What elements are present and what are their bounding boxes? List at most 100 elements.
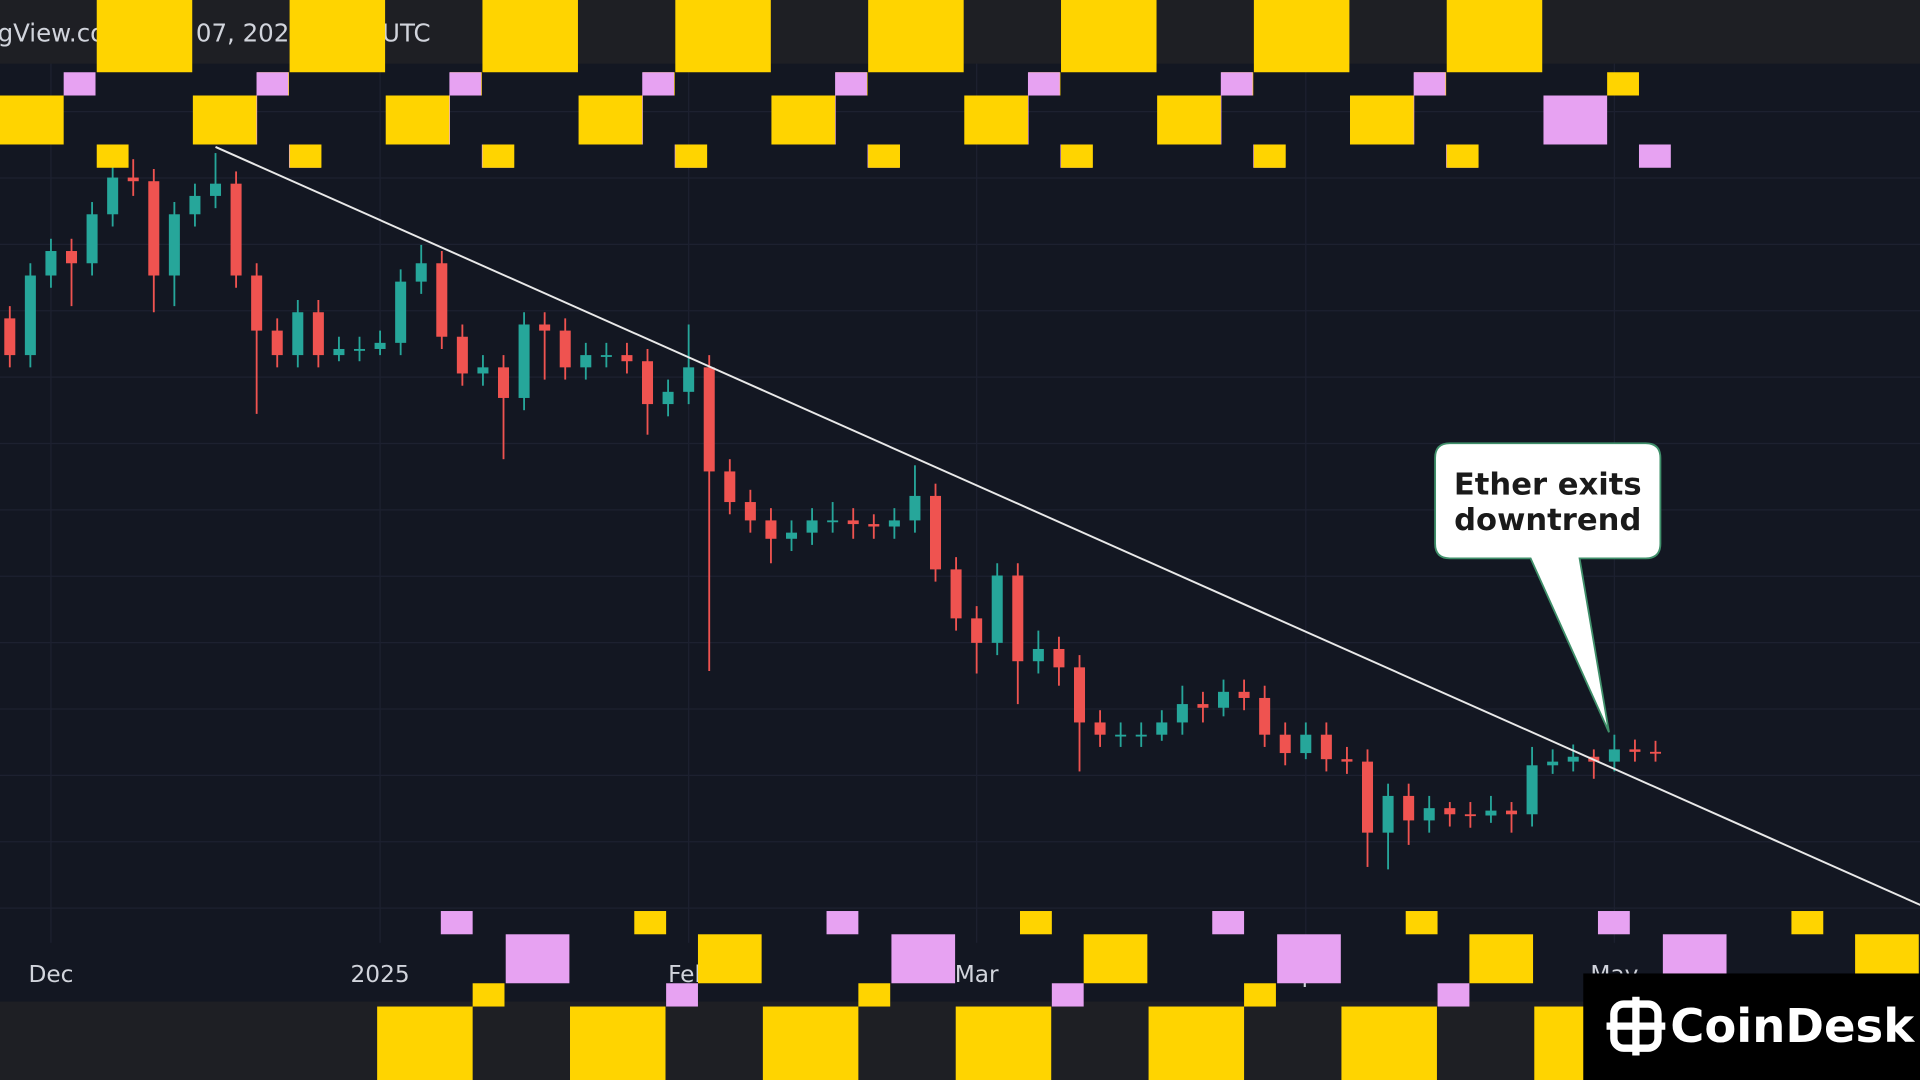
deco-block [1607,72,1639,96]
deco-block [0,95,64,145]
candle-body [1341,759,1353,762]
candle-body [1547,761,1559,766]
deco-block [1446,0,1543,73]
candle-body [292,312,304,356]
deco-block [1220,72,1253,96]
annotation: Ether exits downtrend [1434,442,1662,733]
deco-block [482,144,515,168]
candle-body [518,324,530,398]
callout-text: Ether exits downtrend [1453,465,1642,537]
candle-body [333,348,345,356]
candle-body [930,495,942,570]
deco-block [634,911,667,935]
candle-body [230,183,242,276]
candle-body [1053,648,1065,668]
deco-block [1638,144,1671,168]
deco-block [675,144,708,168]
candle-body [909,495,921,521]
candle-body [1403,795,1415,821]
x-tick-label: Dec [28,961,73,988]
deco-block [63,72,96,96]
candle-body [1382,795,1394,833]
deco-block [964,95,1028,145]
deco-block [1253,144,1286,168]
deco-block [192,95,257,145]
candle-body [1444,808,1456,815]
deco-block [1212,911,1245,935]
deco-block [1277,934,1341,984]
deco-block [666,983,698,1007]
candle-body [703,367,715,472]
candle-body [991,575,1003,643]
candle-body [436,263,448,337]
deco-block [377,1006,473,1080]
deco-block [256,72,289,96]
deco-block [570,1006,666,1080]
candle-body [662,391,674,405]
candle-body [1567,756,1579,762]
candle-body [1650,751,1662,754]
candle-body [786,532,798,539]
candle-body [415,263,427,282]
candle-body [251,275,263,331]
deco-block [1437,983,1470,1007]
candle-body [642,361,654,405]
x-tick-label: 2025 [350,961,409,988]
candle-body [127,177,139,182]
candle-body [580,355,592,368]
deco-block [642,72,675,96]
candle-body [1156,722,1168,735]
candle-body [24,275,36,356]
candle-body [1012,575,1024,662]
candle-body [971,618,983,643]
deco-block [1543,95,1608,145]
candle-body [806,520,818,533]
candle-body [4,318,16,356]
deco-block [868,144,900,168]
candle-body [395,281,407,343]
candle-body [600,355,612,357]
candle-body [456,336,468,374]
candle-body [1197,704,1209,708]
header-text: UTC [382,19,431,48]
header-text: gView.co [0,19,105,48]
deco-block [697,934,762,984]
candle-body [498,367,510,398]
candle-body [86,214,98,264]
candle-body [621,355,633,362]
deco-block [482,0,578,73]
deco-block [675,0,771,73]
deco-block [1244,983,1276,1007]
logo-text: CoinDesk [1670,999,1915,1053]
candle-body [724,471,736,503]
deco-block [1446,144,1479,168]
candle-body [374,342,386,349]
candle-body [1279,734,1291,754]
deco-block [1061,144,1093,168]
deco-block [762,1006,859,1080]
candle-body [477,367,489,374]
candle-body [1259,697,1271,735]
candle-body [107,177,119,215]
deco-block [1413,72,1446,96]
candle-body [148,181,160,276]
deco-block [1350,95,1414,145]
candle-body [66,251,78,264]
candle-body [1176,704,1188,723]
deco-block [1083,934,1148,984]
candle-body [1300,734,1312,754]
candle-body [1464,814,1476,817]
candle-body [168,214,180,276]
candle-body [765,520,777,539]
candle-body [868,524,880,527]
deco-block [505,934,570,984]
callout-box: Ether exits downtrend [1453,465,1642,537]
deco-block [891,934,956,984]
candle-body [354,348,366,351]
deco-block [868,0,964,73]
deco-block [1051,983,1084,1007]
candle-body [1423,808,1435,821]
candle-body [45,251,57,276]
